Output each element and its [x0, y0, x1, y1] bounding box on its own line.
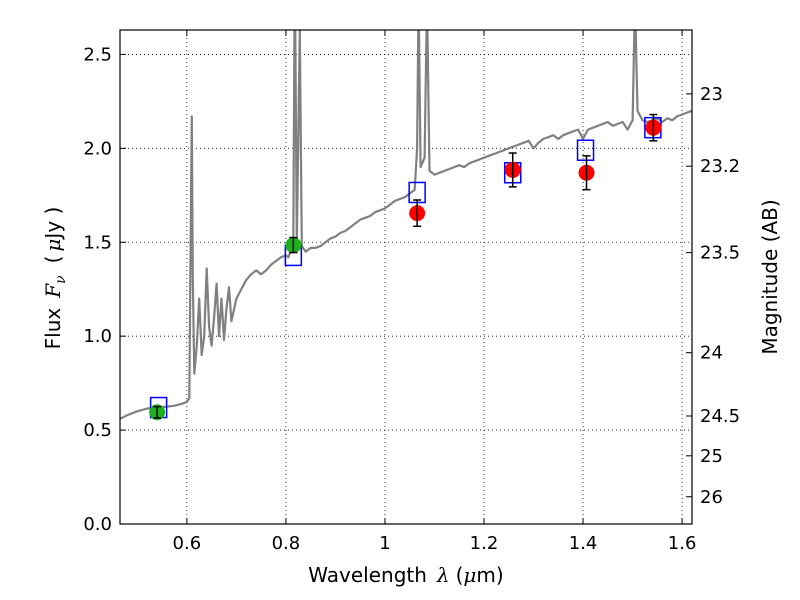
right-tick-label: 26: [700, 487, 723, 508]
right-tick-label: 23: [700, 84, 723, 105]
right-tick-label: 23.2: [700, 156, 740, 177]
y-tick-label: 0.0: [83, 514, 112, 535]
model-square: [576, 139, 595, 161]
y-tick-label: 2.5: [83, 44, 112, 65]
y-axis-label-mu: μ: [41, 239, 65, 252]
y-tick-label: 1.5: [83, 232, 112, 253]
x-tick-label: 1.2: [470, 533, 499, 554]
x-axis-label-mu: μ: [463, 563, 476, 587]
right-tick-label: 23.5: [700, 243, 740, 264]
x-axis-label-unit: m): [476, 563, 503, 587]
x-axis-label-text: Wavelength: [308, 563, 427, 587]
x-tick-label: 0.8: [272, 533, 301, 554]
grid-lines: [120, 30, 692, 524]
plot-frame: [119, 29, 693, 525]
y-axis-label-f: F: [41, 283, 65, 299]
right-tick-label: 24.5: [700, 406, 740, 427]
x-tick-label: 1.4: [569, 533, 598, 554]
y-axis-label-open: (: [41, 256, 65, 264]
y-axis-label-text: Flux: [41, 308, 65, 350]
axis-ticks: 0.6 0.8 1 1.2 1.4 1.6 0.0 0.5 1.0 1.5 2.0 2.5 23 23.2…: [83, 30, 740, 554]
x-tick-label: 0.6: [173, 533, 202, 554]
y-tick-label: 1.0: [83, 326, 112, 347]
x-axis-label-open: (: [456, 563, 464, 587]
y-axis-label-nu: ν: [53, 275, 69, 284]
x-tick-label: 1: [379, 533, 390, 554]
right-tick-label: 24: [700, 343, 723, 364]
spectrum-line: [120, 30, 692, 420]
right-axis-label: Magnitude (AB): [758, 199, 782, 354]
data-markers: [149, 113, 662, 421]
right-tick-label: 25: [700, 446, 723, 467]
x-axis-label-lambda: λ: [436, 563, 450, 587]
y-tick-label: 0.5: [83, 420, 112, 441]
x-tick-label: 1.6: [668, 533, 697, 554]
x-axis-label: Wavelength λ (μm): [308, 563, 503, 587]
y-tick-label: 2.0: [83, 138, 112, 159]
y-axis-label: Flux Fν ( μJy ): [41, 207, 69, 350]
y-axis-label-unit: Jy ): [41, 207, 65, 241]
